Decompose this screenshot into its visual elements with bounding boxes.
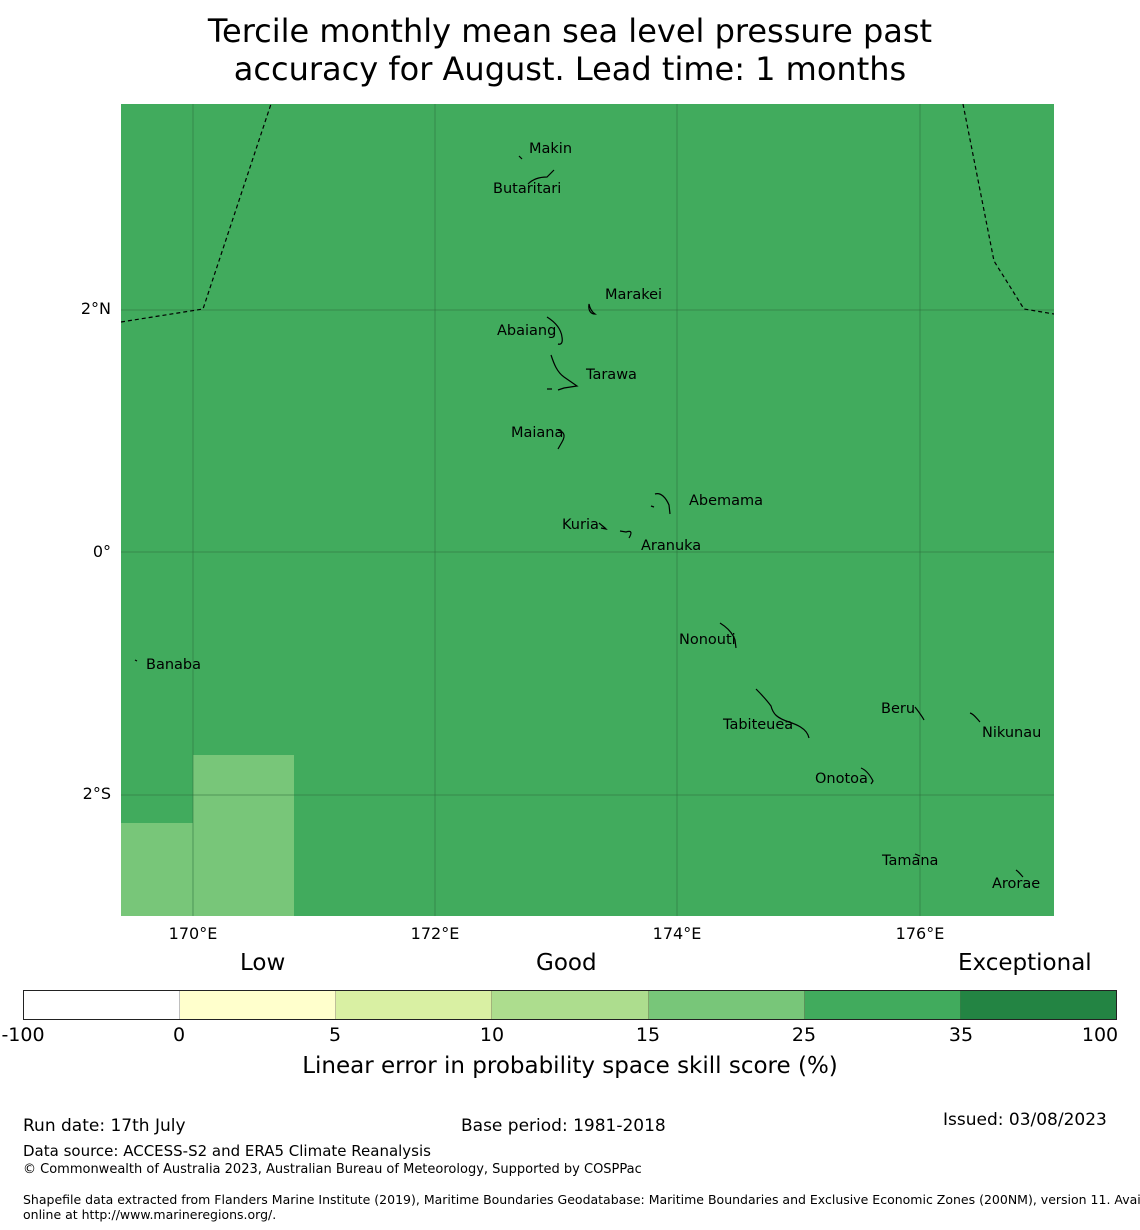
- island-abemama-west: [650, 505, 655, 508]
- island-label-tamana: Tamana: [882, 853, 939, 869]
- island-outlines: [134, 155, 1024, 878]
- island-tarawa: [550, 354, 579, 391]
- island-label-maiana: Maiana: [511, 425, 564, 441]
- island-maiana: [557, 429, 565, 450]
- island-banaba: [134, 659, 138, 662]
- island-abemama: [654, 493, 671, 515]
- island-label-marakei: Marakei: [605, 287, 663, 303]
- legend-category-good: Good: [536, 950, 597, 976]
- issued-date: Issued: 03/08/2023: [943, 1110, 1107, 1130]
- lon-label-174e: 174°E: [652, 924, 702, 943]
- base-period: Base period: 1981-2018: [461, 1116, 666, 1136]
- island-label-onotoa: Onotoa: [815, 771, 868, 787]
- island-tabiteuea: [755, 688, 810, 739]
- colorbar-segment-4: [492, 991, 649, 1019]
- eez-boundary-east: [962, 104, 1054, 315]
- lon-label-172e: 172°E: [410, 924, 460, 943]
- colorbar-segment-2: [180, 991, 337, 1019]
- colorbar-tick-label: 10: [479, 1024, 505, 1046]
- colorbar-segment-1: [24, 991, 181, 1019]
- map-panel: [121, 104, 1054, 916]
- island-label-beru: Beru: [881, 701, 916, 717]
- island-label-butaritari: Butaritari: [493, 181, 562, 197]
- lon-label-170e: 170°E: [168, 924, 218, 943]
- colorbar-title: Linear error in probability space skill …: [302, 1053, 838, 1079]
- colorbar-tick-label: 15: [635, 1024, 661, 1046]
- map-title: Tercile monthly mean sea level pressure …: [0, 12, 1140, 88]
- lon-label-176e: 176°E: [895, 924, 945, 943]
- island-makin: [518, 155, 523, 160]
- island-label-banaba: Banaba: [146, 657, 201, 673]
- colorbar-tick-label: 35: [948, 1024, 974, 1046]
- map-title-line-2: accuracy for August. Lead time: 1 months: [233, 50, 907, 88]
- island-label-kuria: Kuria: [562, 517, 599, 533]
- island-label-arorae: Arorae: [992, 876, 1041, 892]
- island-kuria: [598, 522, 608, 530]
- island-tamana: [914, 853, 921, 857]
- island-label-tabiteuea: Tabiteuea: [723, 717, 794, 733]
- colorbar-tick-label: 25: [791, 1024, 817, 1046]
- eez-boundary-west: [121, 104, 272, 323]
- colorbar-segment-3: [336, 991, 493, 1019]
- island-nonouti: [719, 622, 737, 649]
- data-source: Data source: ACCESS-S2 and ERA5 Climate …: [23, 1142, 431, 1160]
- map-canvas: [121, 104, 1054, 916]
- shapefile-credit-line-1: Shapefile data extracted from Flanders M…: [23, 1192, 1140, 1207]
- colorbar-tick-label: -100: [1, 1024, 45, 1046]
- island-onotoa: [860, 767, 874, 785]
- colorbar: [23, 990, 1117, 1020]
- shapefile-credit-line-2: online at http://www.marineregions.org/.: [23, 1207, 277, 1222]
- colorbar-tick-label: 5: [328, 1024, 342, 1046]
- island-arorae: [1015, 869, 1024, 878]
- island-label-aranuka: Aranuka: [641, 538, 702, 554]
- graticule: [121, 104, 1054, 916]
- island-marakei: [588, 303, 597, 315]
- colorbar-segment-6: [804, 991, 961, 1019]
- low-skill-cell-1: [193, 755, 294, 916]
- colorbar-segment-7: [960, 991, 1116, 1019]
- island-nikunau: [969, 712, 981, 723]
- colorbar-segment-5: [648, 991, 805, 1019]
- island-aranuka: [619, 530, 632, 539]
- island-abaiang: [546, 316, 563, 345]
- island-label-makin: Makin: [529, 141, 573, 157]
- island-label-tarawa: Tarawa: [586, 367, 637, 383]
- run-date: Run date: 17th July: [23, 1116, 186, 1136]
- lat-label-2n: 2°N: [80, 299, 111, 318]
- legend-category-exceptional: Exceptional: [958, 950, 1092, 976]
- island-beru: [914, 706, 925, 721]
- island-label-nikunau: Nikunau: [982, 725, 1042, 741]
- island-label-abemama: Abemama: [689, 493, 764, 509]
- low-skill-cell-2: [121, 823, 193, 916]
- island-label-abaiang: Abaiang: [497, 323, 557, 339]
- island-butaritari: [527, 169, 555, 185]
- legend-category-low: Low: [240, 950, 286, 976]
- maritime-boundaries: [121, 104, 1054, 323]
- colorbar-tick-label: 0: [172, 1024, 186, 1046]
- copyright-notice: © Commonwealth of Australia 2023, Austra…: [23, 1162, 642, 1177]
- map-title-line-1: Tercile monthly mean sea level pressure …: [207, 12, 933, 50]
- island-label-nonouti: Nonouti: [679, 632, 736, 648]
- lat-label-2s: 2°S: [82, 784, 111, 803]
- lat-label-0: 0°: [92, 542, 111, 561]
- colorbar-tick-label: 100: [1081, 1024, 1119, 1046]
